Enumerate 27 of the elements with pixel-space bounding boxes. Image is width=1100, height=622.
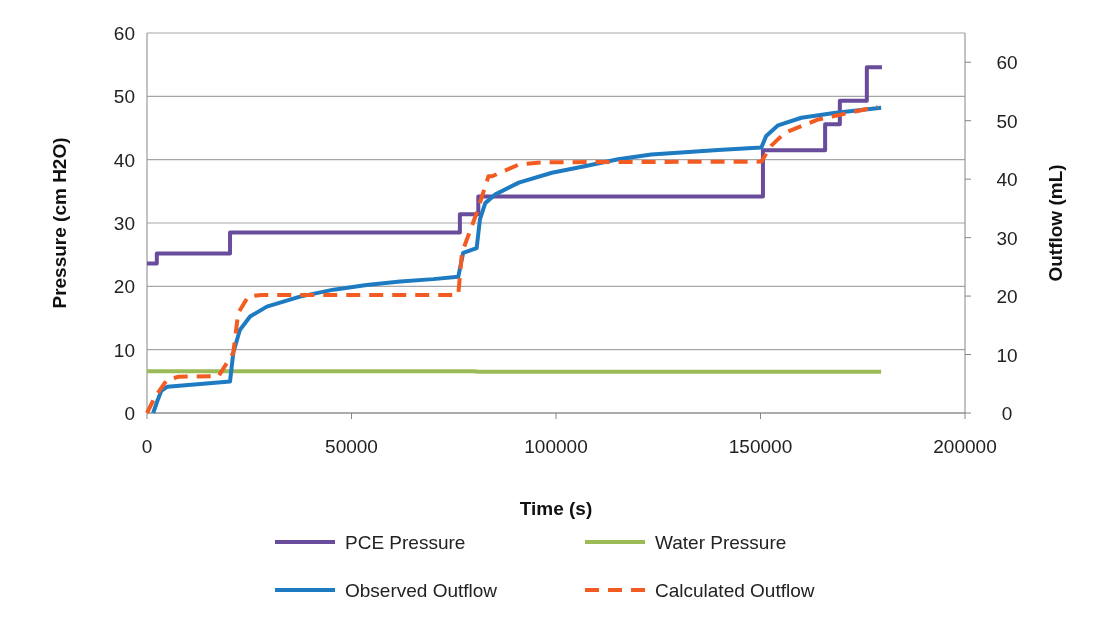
y2-tick-label: 20	[996, 286, 1018, 308]
x-axis-title: Time (s)	[519, 498, 593, 519]
x-tick-label: 150000	[728, 436, 793, 457]
y2-tick-label: 10	[996, 344, 1018, 366]
y-tick-label: 0	[124, 403, 135, 424]
x-tick-label: 200000	[933, 436, 997, 457]
line-series	[145, 65, 884, 266]
y-tick-label: 20	[113, 276, 135, 298]
y2-tick-label: 30	[996, 227, 1018, 249]
y-tick-label: 60	[113, 23, 135, 44]
legend-label: Water Pressure	[655, 532, 787, 553]
x-tick-label: 100000	[524, 436, 588, 457]
x-tick-label: 0	[141, 436, 153, 457]
legend-label: PCE Pressure	[345, 532, 466, 553]
x-tick-label: 50000	[325, 436, 378, 457]
y2-axis-title: Outflow (mL)	[1045, 164, 1066, 282]
y2-tick-label: 60	[996, 52, 1018, 74]
y-tick-label: 50	[113, 86, 135, 108]
y-axis-title: Pressure (cm H2O)	[49, 137, 70, 309]
y2-tick-label: 0	[1001, 403, 1013, 424]
y-tick-label: 10	[113, 339, 135, 361]
y2-tick-label: 40	[996, 169, 1018, 191]
y2-tick-label: 50	[996, 110, 1018, 132]
legend-label: Observed Outflow	[345, 580, 498, 601]
legend-label: Calculated Outflow	[655, 580, 815, 601]
y-tick-label: 40	[113, 149, 135, 171]
y-tick-label: 30	[113, 213, 135, 234]
